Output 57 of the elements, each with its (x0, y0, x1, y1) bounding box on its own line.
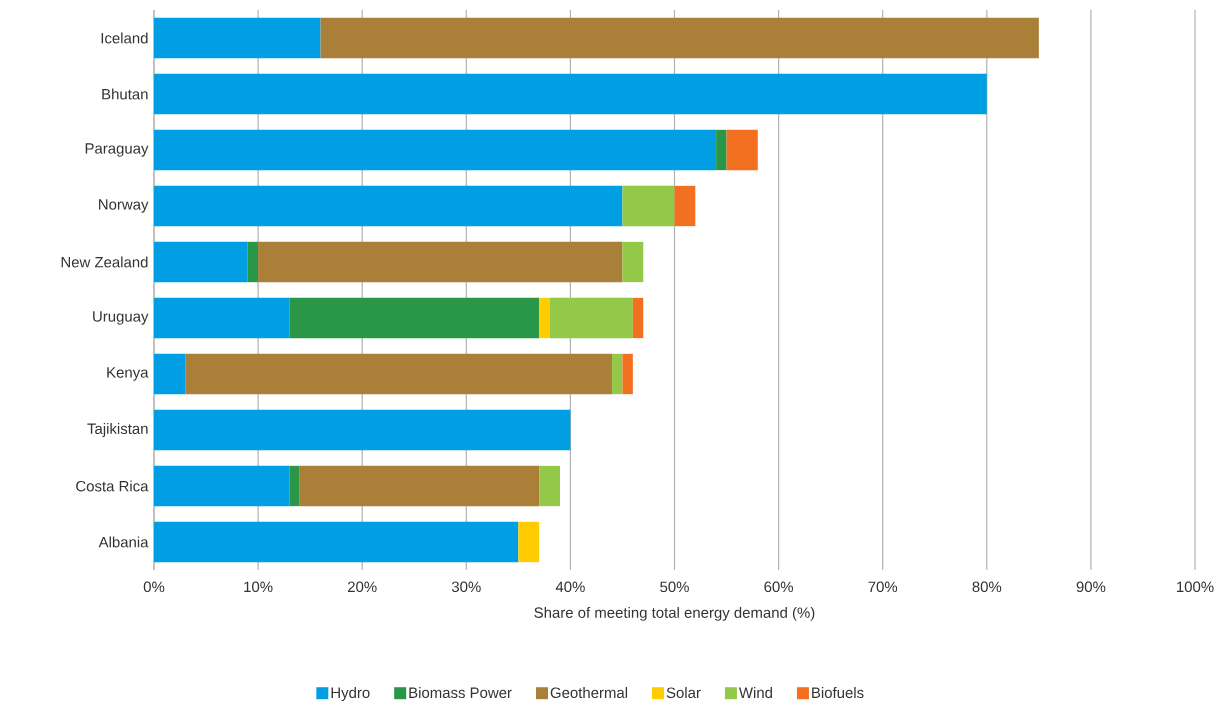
y-tick-label: Costa Rica (76, 480, 149, 492)
bar (549, 297, 633, 339)
x-tick-label: 40% (555, 581, 585, 593)
bar (154, 409, 571, 451)
bar (716, 129, 727, 171)
bar (674, 185, 696, 227)
bar (622, 241, 644, 283)
y-tick-label: Kenya (107, 367, 149, 381)
bar (612, 353, 623, 395)
bar (289, 297, 540, 339)
bar (320, 17, 1039, 59)
x-tick-label: 30% (451, 581, 481, 593)
bar (539, 465, 560, 507)
y-tick-label: Paraguay (85, 143, 149, 157)
bar (289, 465, 300, 507)
legend-label: Wind (738, 687, 772, 699)
y-tick-label: Iceland (101, 32, 148, 44)
x-tick-label: 100% (1177, 581, 1214, 593)
legend-label: Biofuels (812, 687, 864, 699)
bar (154, 73, 987, 115)
y-tick-label: Uruguay (93, 311, 149, 325)
bar (185, 353, 613, 395)
bar (539, 297, 550, 339)
bar (518, 521, 540, 563)
legend-label: Biomass Power (409, 687, 512, 699)
legend-label: Hydro (331, 687, 370, 701)
legend-label: Geothermal (550, 687, 628, 699)
bar (299, 465, 540, 507)
bar (622, 185, 675, 227)
x-tick-label: 80% (972, 581, 1002, 593)
bar (258, 241, 623, 283)
bar (154, 297, 290, 339)
bar (154, 353, 186, 395)
y-tick-label: Norway (99, 199, 149, 213)
x-tick-label: 20% (347, 581, 377, 593)
y-tick-label: Bhutan (102, 88, 148, 100)
bar (154, 241, 248, 283)
bar (726, 129, 758, 171)
bar (154, 129, 717, 171)
x-tick-label: 0% (143, 581, 165, 593)
bar (622, 353, 633, 395)
bar (247, 241, 259, 283)
y-tick-label: Tajikistan (87, 423, 148, 437)
x-tick-label: 50% (660, 581, 689, 593)
bar (154, 17, 321, 59)
x-tick-label: 60% (764, 581, 794, 593)
y-tick-label: New Zealand (61, 256, 148, 268)
y-tick-label: Albania (98, 536, 149, 548)
bar (154, 521, 519, 563)
x-tick-label: 90% (1076, 581, 1106, 593)
x-axis-title: Share of meeting total energy demand (%) (534, 606, 815, 621)
legend-label: Solar (666, 687, 701, 699)
x-tick-label: 10% (244, 581, 273, 593)
bar (154, 185, 623, 227)
x-tick-label: 70% (868, 581, 898, 593)
bar (632, 297, 644, 339)
bar (154, 465, 290, 507)
